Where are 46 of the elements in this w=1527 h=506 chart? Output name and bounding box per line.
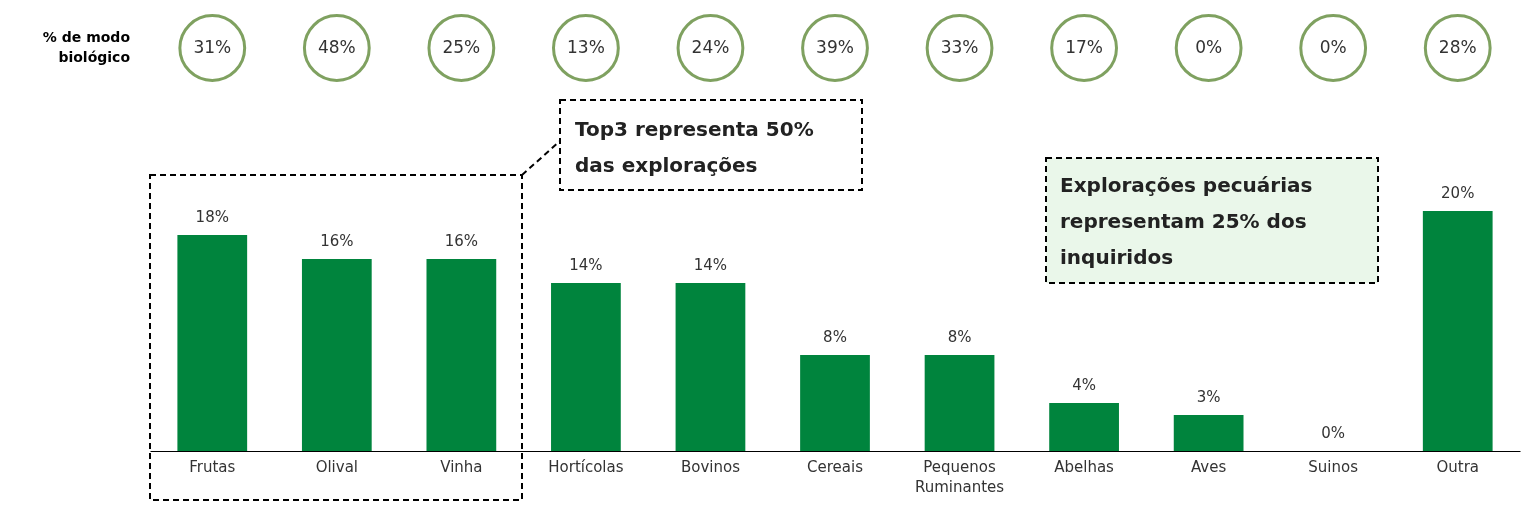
bar — [924, 355, 995, 451]
bar — [800, 355, 870, 451]
bar — [1173, 415, 1244, 451]
text: Top3 representa 50% das explorações — [575, 117, 814, 177]
text: 24% — [691, 37, 730, 57]
bar — [177, 235, 248, 451]
x-tick-label: Cereais — [807, 457, 864, 476]
x-tick-label: Hortícolas — [548, 457, 624, 476]
text: 13% — [567, 37, 605, 57]
data-label: 20% — [1441, 184, 1475, 202]
x-tick-label: Suinos — [1308, 457, 1359, 476]
x-tick-label: Aves — [1190, 457, 1227, 476]
text: 25% — [442, 37, 481, 57]
bar — [551, 283, 621, 451]
data-label: 4% — [1072, 376, 1096, 394]
x-tick-label: Vinha — [440, 457, 483, 476]
x-tick-label: Frutas — [189, 457, 236, 476]
text: 0% — [1319, 37, 1347, 57]
text: 31% — [193, 37, 232, 57]
text: 0% — [1195, 37, 1223, 57]
x-tick-label: Olival — [315, 457, 359, 476]
bar — [301, 259, 372, 451]
bar — [1049, 403, 1119, 451]
data-label: 0% — [1321, 424, 1346, 442]
data-label: 18% — [195, 208, 229, 226]
bar — [1422, 211, 1493, 451]
annotation: Explorações pecuárias representam 25% dos inquiridos — [1060, 173, 1313, 269]
x-tick-label: Bovinos — [680, 457, 741, 476]
x-tick-label: Pequenos Ruminantes — [914, 457, 1005, 496]
bar — [675, 283, 746, 451]
text: 17% — [1065, 37, 1103, 57]
text: 39% — [816, 37, 854, 57]
data-label: 8% — [947, 328, 972, 346]
x-tick-label: Outra — [1436, 457, 1480, 476]
data-label: 14% — [693, 256, 728, 274]
bar — [426, 259, 497, 451]
data-label: 3% — [1196, 388, 1221, 406]
data-label: 8% — [823, 328, 847, 346]
x-tick-label: Abelhas — [1054, 457, 1115, 476]
text: 28% — [1438, 37, 1477, 57]
data-label: 14% — [569, 256, 603, 274]
text: % de modo biológico — [42, 29, 131, 65]
text: 48% — [317, 37, 356, 57]
data-label: 16% — [444, 232, 479, 250]
data-label: 16% — [320, 232, 354, 250]
text: 33% — [940, 37, 979, 57]
